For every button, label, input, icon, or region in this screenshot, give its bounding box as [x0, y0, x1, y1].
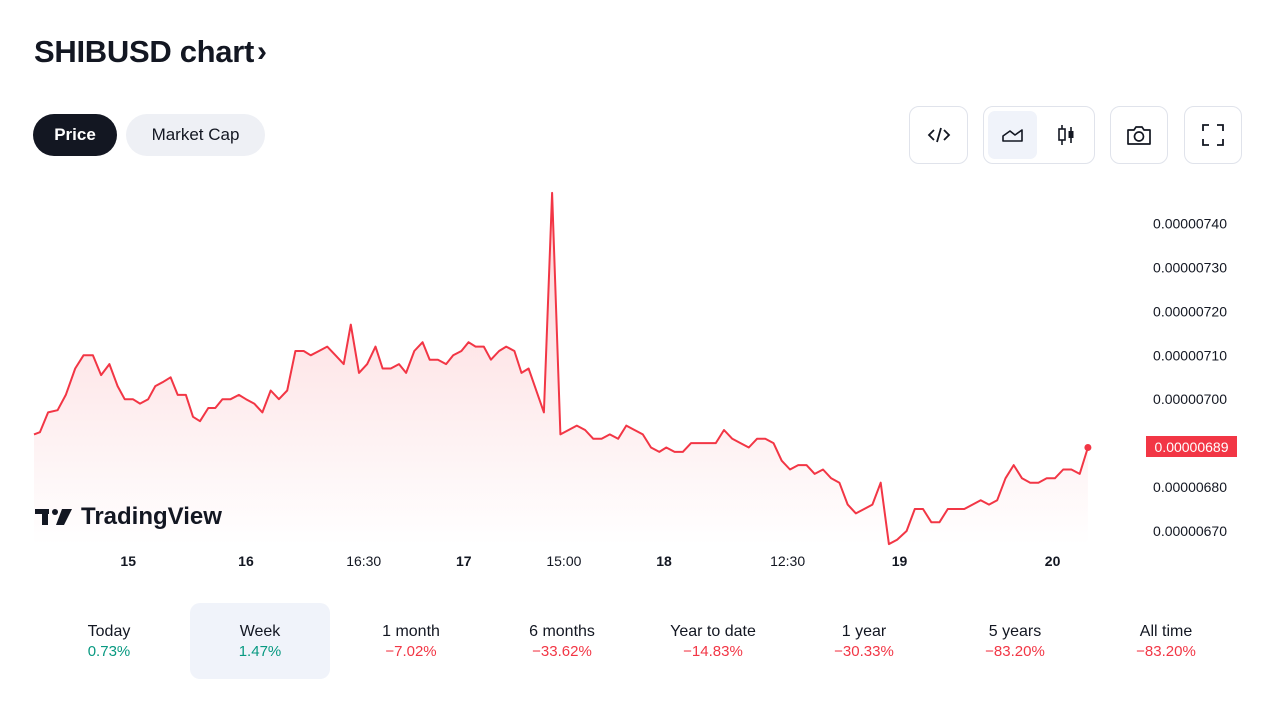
- embed-button[interactable]: [909, 106, 968, 164]
- tradingview-logo-text: TradingView: [81, 503, 222, 530]
- y-tick-label: 0.00000670: [1153, 523, 1227, 539]
- fullscreen-icon: [1202, 124, 1224, 146]
- period-label: All time: [1139, 622, 1193, 640]
- y-tick-label: 0.00000710: [1153, 347, 1227, 363]
- period-change: 1.47%: [238, 642, 282, 660]
- y-tick-label: 0.00000720: [1153, 303, 1227, 319]
- y-tick-label: 0.00000680: [1153, 479, 1227, 495]
- price-chart[interactable]: 0.00000740 0.00000730 0.00000720 0.00000710…: [0, 175, 1280, 585]
- y-tick-label: 0.00000700: [1153, 391, 1227, 407]
- x-tick-label: 18: [656, 553, 672, 569]
- period-6-months[interactable]: 6 months −33.62%: [492, 603, 632, 679]
- y-tick-label: 0.00000740: [1153, 216, 1227, 232]
- price-area-fill: [34, 192, 1088, 545]
- period-week[interactable]: Week 1.47%: [190, 603, 330, 679]
- period-1-year[interactable]: 1 year −30.33%: [794, 603, 934, 679]
- period-change: 0.73%: [87, 642, 131, 660]
- candle-style-button[interactable]: [1041, 111, 1090, 159]
- period-change: −7.02%: [385, 642, 437, 660]
- tradingview-logo[interactable]: TradingView: [35, 503, 222, 531]
- period-label: 5 years: [988, 622, 1042, 640]
- period-year-to-date[interactable]: Year to date −14.83%: [643, 603, 783, 679]
- last-price-label: 0.00000689: [1146, 436, 1237, 457]
- period-change: −33.62%: [532, 642, 592, 660]
- area-style-button[interactable]: [988, 111, 1037, 159]
- period-label: 1 month: [382, 622, 440, 640]
- x-tick-label: 16:30: [346, 553, 381, 569]
- x-tick-label: 15:00: [546, 553, 581, 569]
- snapshot-button[interactable]: [1110, 106, 1168, 164]
- camera-icon: [1127, 126, 1151, 145]
- period-label: 1 year: [841, 622, 887, 640]
- last-price-dot: [1084, 444, 1092, 452]
- price-line: [33, 191, 1089, 546]
- period-label: 6 months: [529, 622, 595, 640]
- period-change: −83.20%: [1136, 642, 1196, 660]
- period-1-month[interactable]: 1 month −7.02%: [341, 603, 481, 679]
- period-label: Today: [87, 622, 131, 640]
- period-label: Year to date: [670, 622, 756, 640]
- embed-code-icon: [927, 127, 950, 143]
- period-label: Week: [239, 622, 281, 640]
- chart-title-link[interactable]: SHIBUSD chart ›: [34, 34, 267, 70]
- x-tick-label: 17: [456, 553, 472, 569]
- page-title: SHIBUSD chart: [34, 34, 255, 69]
- period-5-years[interactable]: 5 years −83.20%: [945, 603, 1085, 679]
- x-tick-label: 15: [120, 553, 136, 569]
- period-today[interactable]: Today 0.73%: [39, 603, 179, 679]
- tradingview-logo-icon: [35, 509, 72, 525]
- period-all-time[interactable]: All time −83.20%: [1096, 603, 1236, 679]
- period-change: −83.20%: [985, 642, 1045, 660]
- tab-price[interactable]: Price: [33, 114, 117, 156]
- period-change: −30.33%: [834, 642, 894, 660]
- fullscreen-button[interactable]: [1184, 106, 1242, 164]
- chart-style-toggle: [983, 106, 1095, 164]
- period-change: −14.83%: [683, 642, 743, 660]
- y-tick-label: 0.00000730: [1153, 260, 1227, 276]
- area-chart-icon: [1001, 129, 1023, 142]
- tab-market-cap[interactable]: Market Cap: [126, 114, 265, 156]
- period-performance-bar: Today 0.73% Week 1.47% 1 month −7.02% 6 …: [0, 603, 1280, 679]
- x-tick-label: 12:30: [770, 553, 805, 569]
- x-tick-label: 20: [1045, 553, 1061, 569]
- chevron-right-icon: ›: [257, 35, 267, 68]
- candlestick-icon: [1057, 125, 1073, 145]
- x-tick-label: 16: [238, 553, 254, 569]
- x-tick-label: 19: [892, 553, 908, 569]
